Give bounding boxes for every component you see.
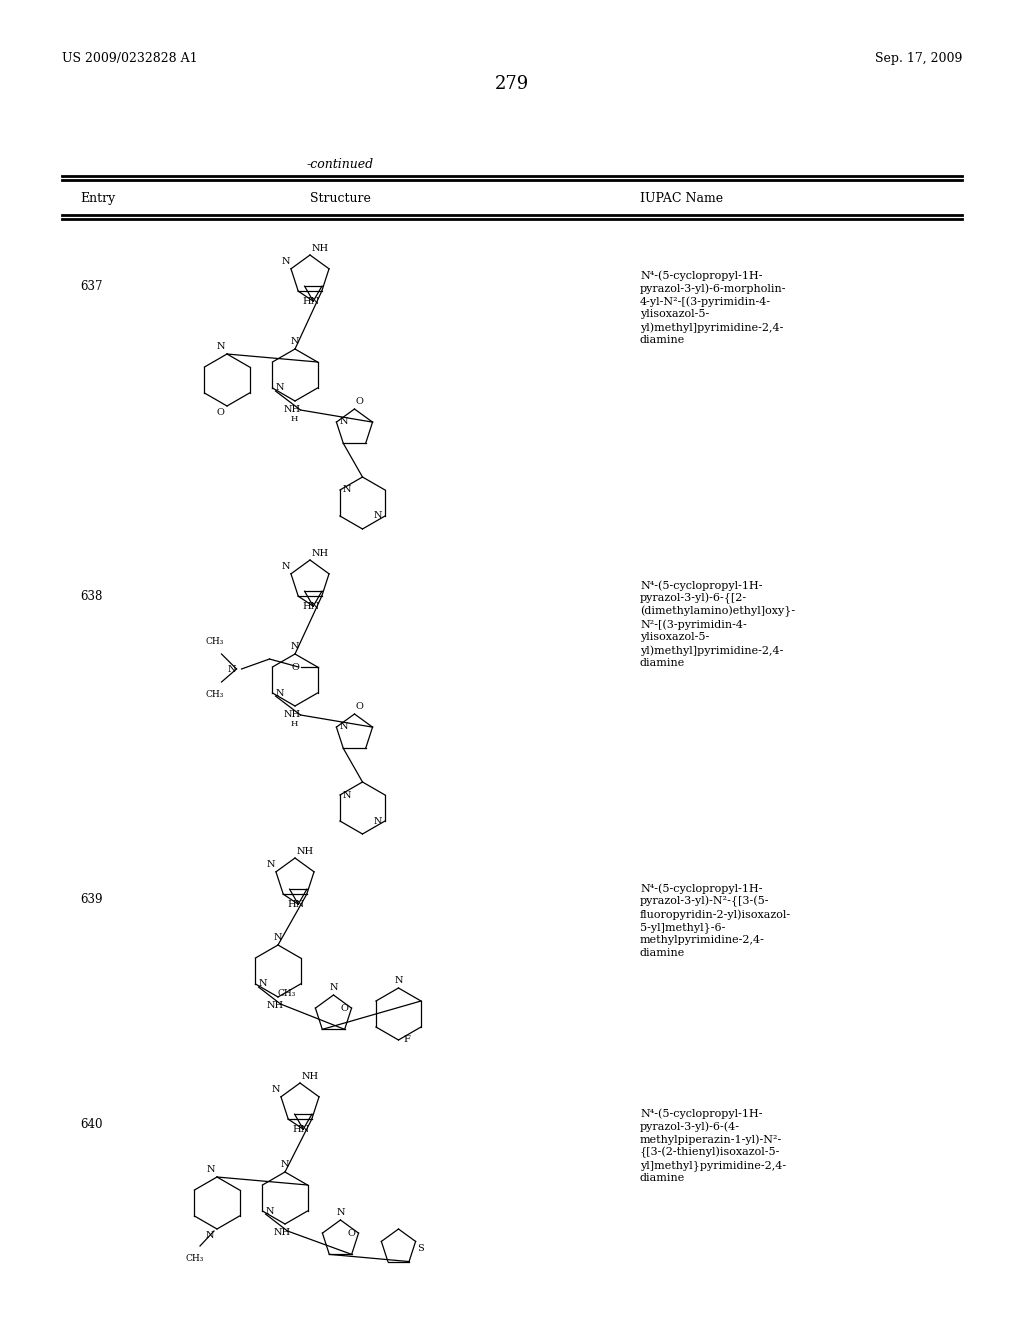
Text: CH₃: CH₃ (278, 989, 296, 998)
Text: pyrazol-3-yl)-6-(4-: pyrazol-3-yl)-6-(4- (640, 1121, 740, 1131)
Text: N: N (343, 486, 351, 495)
Text: {[3-(2-thienyl)isoxazol-5-: {[3-(2-thienyl)isoxazol-5- (640, 1147, 780, 1159)
Text: 637: 637 (80, 280, 102, 293)
Text: N: N (394, 975, 402, 985)
Text: methylpiperazin-1-yl)-N²-: methylpiperazin-1-yl)-N²- (640, 1134, 782, 1144)
Text: methylpyrimidine-2,4-: methylpyrimidine-2,4- (640, 935, 765, 945)
Text: N: N (258, 979, 267, 989)
Text: yl]methyl}pyrimidine-2,4-: yl]methyl}pyrimidine-2,4- (640, 1160, 786, 1171)
Text: NH: NH (274, 1228, 291, 1237)
Text: CH₃: CH₃ (206, 638, 223, 645)
Text: 638: 638 (80, 590, 102, 603)
Text: F: F (403, 1035, 411, 1044)
Text: Sep. 17, 2009: Sep. 17, 2009 (874, 51, 962, 65)
Text: 640: 640 (80, 1118, 102, 1131)
Text: N: N (275, 689, 284, 697)
Text: diamine: diamine (640, 657, 685, 668)
Text: N: N (339, 417, 348, 425)
Text: US 2009/0232828 A1: US 2009/0232828 A1 (62, 51, 198, 65)
Text: Structure: Structure (310, 191, 371, 205)
Text: N⁴-(5-cyclopropyl-1H-: N⁴-(5-cyclopropyl-1H- (640, 883, 763, 894)
Text: N: N (330, 983, 338, 993)
Text: N: N (228, 664, 237, 673)
Text: O: O (348, 1229, 355, 1238)
Text: N: N (336, 1208, 345, 1217)
Text: HN: HN (303, 297, 319, 306)
Text: NH: NH (284, 405, 301, 414)
Text: IUPAC Name: IUPAC Name (640, 191, 723, 205)
Text: N²-[(3-pyrimidin-4-: N²-[(3-pyrimidin-4- (640, 619, 746, 630)
Text: 639: 639 (80, 894, 102, 906)
Text: N: N (374, 511, 382, 520)
Text: Entry: Entry (80, 191, 116, 205)
Text: yl)methyl]pyrimidine-2,4-: yl)methyl]pyrimidine-2,4- (640, 645, 783, 656)
Text: CH₃: CH₃ (206, 690, 223, 700)
Text: H: H (291, 719, 298, 729)
Text: diamine: diamine (640, 1173, 685, 1183)
Text: N: N (282, 257, 290, 265)
Text: N: N (266, 859, 275, 869)
Text: (dimethylamino)ethyl]oxy}-: (dimethylamino)ethyl]oxy}- (640, 606, 795, 618)
Text: NH: NH (297, 847, 314, 855)
Text: N: N (275, 384, 284, 392)
Text: N: N (282, 562, 290, 570)
Text: N: N (273, 933, 283, 942)
Text: N: N (207, 1166, 215, 1173)
Text: O: O (341, 1003, 348, 1012)
Text: pyrazol-3-yl)-6-{[2-: pyrazol-3-yl)-6-{[2- (640, 593, 748, 605)
Text: pyrazol-3-yl)-N²-{[3-(5-: pyrazol-3-yl)-N²-{[3-(5- (640, 896, 769, 907)
Text: fluoropyridin-2-yl)isoxazol-: fluoropyridin-2-yl)isoxazol- (640, 909, 792, 920)
Text: N⁴-(5-cyclopropyl-1H-: N⁴-(5-cyclopropyl-1H- (640, 271, 763, 281)
Text: -continued: -continued (306, 158, 374, 172)
Text: diamine: diamine (640, 335, 685, 345)
Text: N: N (291, 642, 299, 651)
Text: N: N (339, 722, 348, 731)
Text: CH₃: CH₃ (185, 1254, 204, 1263)
Text: diamine: diamine (640, 948, 685, 958)
Text: N: N (216, 342, 225, 351)
Text: HN: HN (303, 602, 319, 611)
Text: 5-yl]methyl}-6-: 5-yl]methyl}-6- (640, 921, 725, 933)
Text: O: O (216, 408, 224, 417)
Text: O: O (355, 397, 364, 407)
Text: O: O (292, 663, 299, 672)
Text: 279: 279 (495, 75, 529, 92)
Text: N: N (281, 1160, 289, 1170)
Text: O: O (355, 702, 364, 711)
Text: N: N (206, 1232, 214, 1239)
Text: N: N (271, 1085, 280, 1094)
Text: pyrazol-3-yl)-6-morpholin-: pyrazol-3-yl)-6-morpholin- (640, 282, 786, 293)
Text: yl)methyl]pyrimidine-2,4-: yl)methyl]pyrimidine-2,4- (640, 322, 783, 333)
Text: HN: HN (293, 1125, 309, 1134)
Text: 4-yl-N²-[(3-pyrimidin-4-: 4-yl-N²-[(3-pyrimidin-4- (640, 296, 771, 306)
Text: N: N (265, 1206, 274, 1216)
Text: N: N (343, 791, 351, 800)
Text: NH: NH (284, 710, 301, 719)
Text: NH: NH (302, 1072, 319, 1081)
Text: H: H (291, 414, 298, 422)
Text: NH: NH (312, 549, 329, 558)
Text: ylisoxazol-5-: ylisoxazol-5- (640, 309, 710, 319)
Text: N: N (374, 817, 382, 825)
Text: N⁴-(5-cyclopropyl-1H-: N⁴-(5-cyclopropyl-1H- (640, 579, 763, 590)
Text: ylisoxazol-5-: ylisoxazol-5- (640, 632, 710, 642)
Text: S: S (418, 1245, 424, 1254)
Text: NH: NH (267, 1001, 284, 1010)
Text: N⁴-(5-cyclopropyl-1H-: N⁴-(5-cyclopropyl-1H- (640, 1107, 763, 1118)
Text: NH: NH (312, 244, 329, 253)
Text: N: N (291, 337, 299, 346)
Text: HN: HN (288, 900, 305, 909)
